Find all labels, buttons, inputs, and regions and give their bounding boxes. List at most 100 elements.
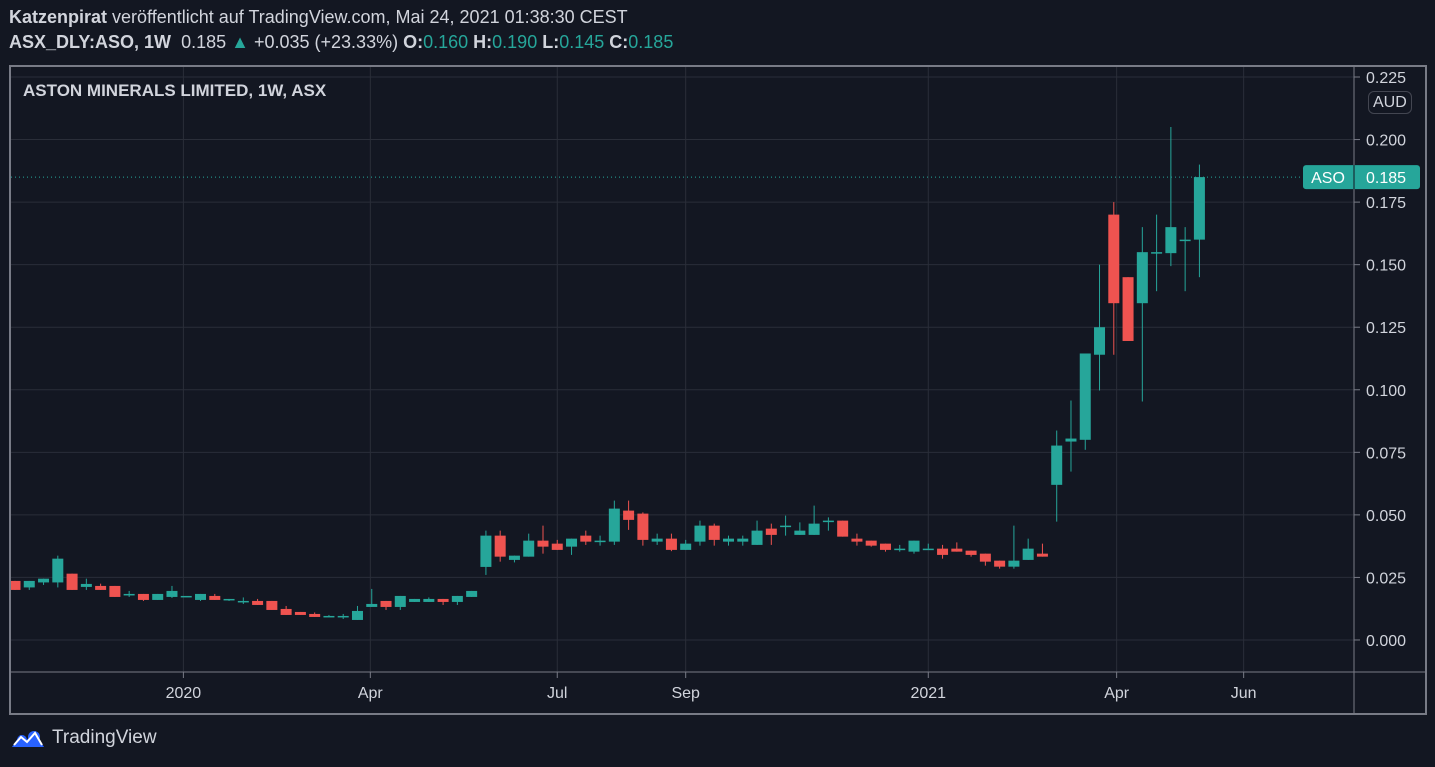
last-value: 0.185 [181, 32, 227, 52]
close-value: 0.185 [628, 32, 674, 52]
last-price-symbol: ASO [1311, 170, 1345, 187]
change-value: +0.035 (+23.33%) [253, 32, 399, 52]
price-tick-label: 0.225 [1366, 70, 1406, 87]
time-tick-label: Sep [671, 685, 700, 702]
open-value: 0.160 [423, 32, 469, 52]
time-tick-label: Apr [1104, 685, 1130, 702]
candle-body [351, 610, 363, 620]
candle-body [608, 508, 620, 542]
candle-body [1036, 553, 1048, 557]
close-label: C: [609, 32, 629, 52]
candle-body [80, 583, 92, 587]
candle-body [879, 543, 891, 550]
candle-body [1108, 214, 1120, 304]
price-tick-label: 0.125 [1366, 320, 1406, 337]
time-tick-label: 2021 [910, 685, 946, 702]
candle-body [523, 540, 535, 557]
candle-body [266, 600, 278, 610]
candle-body [437, 598, 449, 602]
candle-body [922, 548, 934, 551]
brand-name: TradingView [52, 727, 157, 748]
time-tick-label: Jul [547, 685, 567, 702]
high-value: 0.190 [492, 32, 538, 52]
price-tick-label: 0.175 [1366, 195, 1406, 212]
candle-body [394, 595, 406, 607]
candle-body [808, 523, 820, 535]
price-tick-label: 0.000 [1366, 633, 1406, 650]
candle-body [623, 510, 635, 520]
candle-body [109, 585, 121, 597]
tradingview-logo[interactable]: TradingView [10, 727, 157, 749]
high-label: H: [473, 32, 493, 52]
candle-body [765, 528, 777, 535]
candle-body [1122, 277, 1134, 341]
candle-body [979, 553, 991, 562]
candle-body [337, 615, 349, 618]
candle-body [566, 538, 578, 547]
candle-body [737, 538, 749, 542]
candle-body [409, 598, 421, 602]
publish-text: veröffentlicht auf TradingView.com, Mai … [112, 7, 628, 27]
candle-body [594, 540, 606, 543]
time-tick-label: 2020 [166, 685, 202, 702]
candle-body [137, 593, 149, 600]
candle-body [822, 520, 834, 523]
time-tick-label: Jun [1231, 685, 1257, 702]
candle-body [195, 593, 207, 600]
price-tick-label: 0.050 [1366, 508, 1406, 525]
price-tick-label: 0.200 [1366, 133, 1406, 150]
candle-body [1065, 438, 1077, 442]
candle-body [651, 538, 663, 542]
candle-body [1051, 445, 1063, 485]
currency-button[interactable]: AUD [1368, 91, 1412, 114]
candle-body [323, 615, 335, 618]
candle-body [1179, 239, 1191, 242]
candle-body [366, 603, 378, 607]
candle-body [294, 611, 306, 615]
candle-body [951, 548, 963, 552]
chart-title: ASTON MINERALS LIMITED, 1W, ASX [23, 81, 327, 100]
candle-body [537, 540, 549, 547]
low-value: 0.145 [559, 32, 605, 52]
candle-body [423, 598, 435, 602]
candle-body [223, 598, 235, 601]
candle-body [1094, 327, 1106, 355]
last-price-value: 0.185 [1366, 170, 1406, 187]
candle-body [637, 513, 649, 540]
last-price-badge [1303, 165, 1420, 190]
candle-body [908, 540, 920, 552]
candle-body [965, 550, 977, 555]
candle-body [780, 525, 792, 528]
candle-body [309, 613, 321, 617]
candle-body [937, 548, 949, 555]
candle-body [665, 538, 677, 550]
candle-body [237, 600, 249, 603]
candle-body [252, 600, 264, 605]
candle-body [166, 590, 178, 597]
chart-frame: 0.000 0.025 0.050 0.075 0.100 0.125 0.150 0.175… [9, 65, 1427, 715]
symbol-name: ASX_DLY:ASO, 1W [9, 32, 172, 52]
candle-body [723, 538, 734, 542]
price-tick-label: 0.100 [1366, 383, 1406, 400]
candle-body [280, 608, 292, 615]
candle-body [1151, 252, 1163, 254]
candle-body [466, 590, 478, 597]
up-triangle-icon: ▲ [231, 32, 249, 52]
candle-body [1165, 227, 1177, 254]
candlestick-chart[interactable]: 0.000 0.025 0.050 0.075 0.100 0.125 0.150 0.175… [11, 67, 1425, 713]
candle-body [851, 538, 863, 542]
candle-body [1193, 177, 1205, 240]
candle-body [180, 595, 192, 598]
candle-body [38, 578, 50, 583]
author-name[interactable]: Katzenpirat [9, 7, 108, 27]
candle-body [380, 600, 392, 607]
price-tick-label: 0.075 [1366, 445, 1406, 462]
time-tick-label: Apr [358, 685, 384, 702]
candle-body [751, 530, 763, 545]
candle-body [865, 540, 877, 546]
candle-body [480, 535, 492, 567]
candle-body [1079, 353, 1091, 440]
publish-info: Katzenpirat veröffentlicht auf TradingVi… [9, 7, 628, 28]
candle-body [694, 525, 706, 542]
candle-body [551, 543, 563, 550]
